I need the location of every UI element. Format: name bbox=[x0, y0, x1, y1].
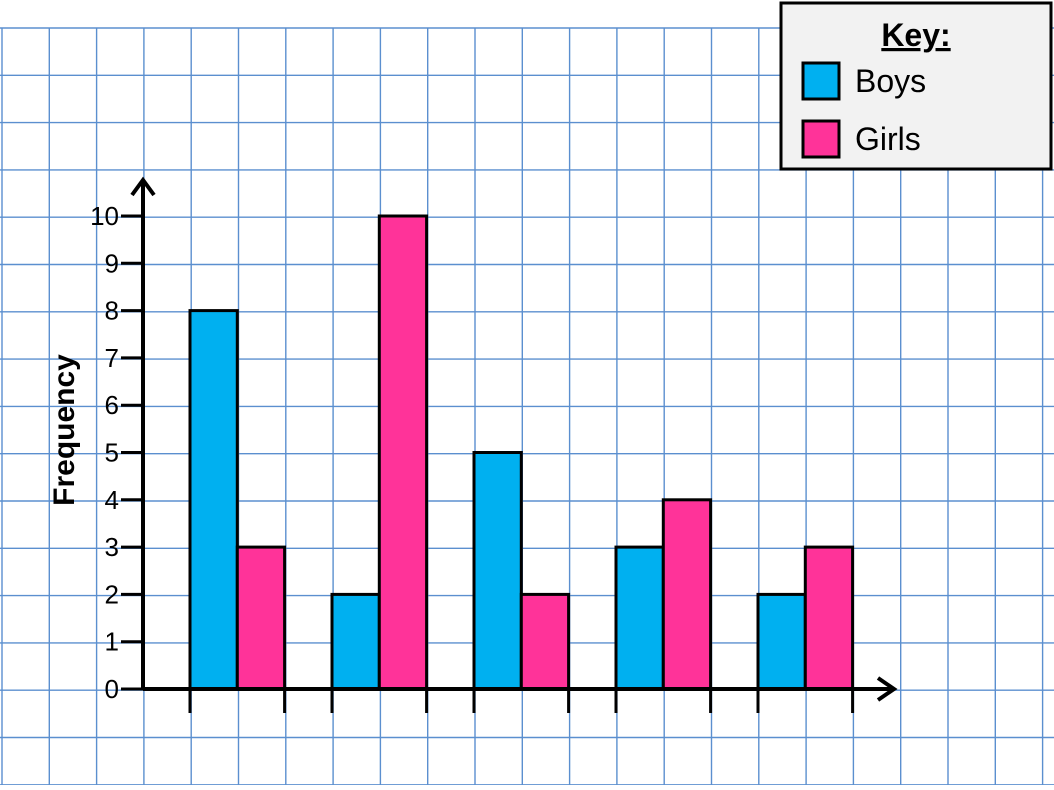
bar-boys-4 bbox=[614, 545, 665, 691]
legend: Key: Boys Girls bbox=[779, 1, 1053, 171]
bar-boys-3 bbox=[472, 451, 523, 691]
legend-title: Key: bbox=[881, 17, 950, 53]
y-tick-label: 3 bbox=[105, 532, 119, 562]
bar-girls-5 bbox=[803, 545, 855, 691]
y-tick-label: 5 bbox=[105, 438, 119, 468]
y-tick-label: 6 bbox=[105, 390, 119, 420]
y-tick-label: 7 bbox=[105, 343, 119, 373]
legend-swatch-girls bbox=[801, 119, 841, 159]
y-tick-label: 4 bbox=[105, 485, 119, 515]
legend-label-girls: Girls bbox=[855, 121, 921, 157]
legend-label-boys: Boys bbox=[855, 63, 926, 99]
y-axis-label: Frequency bbox=[48, 354, 81, 506]
bar-boys-5 bbox=[756, 592, 807, 691]
bar-girls-4 bbox=[661, 498, 713, 691]
y-tick-label: 9 bbox=[105, 248, 119, 278]
y-tick-label: 10 bbox=[90, 201, 119, 231]
bar-boys-1 bbox=[188, 309, 239, 691]
y-tick-label: 0 bbox=[105, 674, 119, 704]
y-axis-arrow bbox=[130, 176, 156, 197]
bar-boys-2 bbox=[330, 592, 381, 691]
bar-girls-1 bbox=[235, 545, 287, 691]
y-tick-label: 8 bbox=[105, 296, 119, 326]
legend-swatch-boys bbox=[801, 61, 841, 101]
bar-girls-2 bbox=[377, 214, 429, 691]
bar-girls-3 bbox=[519, 592, 571, 691]
axes bbox=[130, 176, 898, 713]
y-axis-ticks: 0 1 2 3 4 5 6 7 8 9 10 bbox=[90, 201, 143, 704]
bars bbox=[188, 214, 855, 691]
x-axis-arrow bbox=[876, 676, 898, 702]
y-tick-label: 2 bbox=[105, 579, 119, 609]
legend-entries: Boys Girls bbox=[801, 61, 926, 159]
y-tick-label: 1 bbox=[105, 627, 119, 657]
